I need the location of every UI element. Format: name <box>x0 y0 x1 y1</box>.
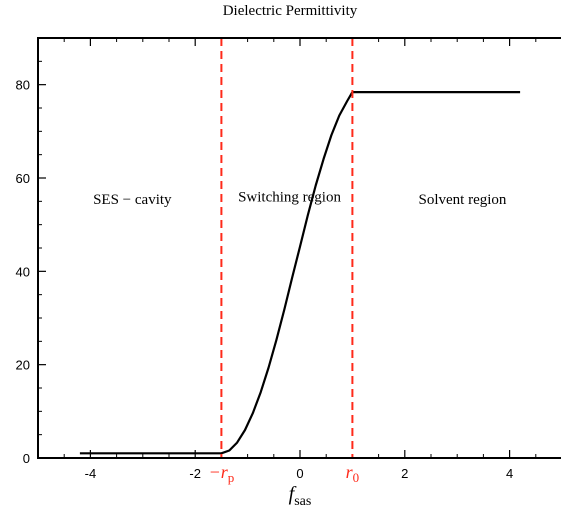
region-labels: SES − cavity Switching region Solvent regi… <box>93 190 507 208</box>
x-tick-label: 4 <box>506 466 513 481</box>
chart-title: Dielectric Permittivity <box>223 3 358 19</box>
x-tick-label: 0 <box>296 466 303 481</box>
series-line <box>79 91 521 455</box>
y-tick-label: 80 <box>16 78 30 93</box>
x-tick-label: -2 <box>189 466 201 481</box>
vline-label: r0 <box>346 462 360 485</box>
data-series <box>79 91 521 455</box>
region-label: Solvent region <box>418 192 506 208</box>
x-tick-label: -4 <box>85 466 97 481</box>
region-label: SES − cavity <box>93 192 172 208</box>
y-tick-label: 0 <box>23 451 30 466</box>
x-tick-label: 2 <box>401 466 408 481</box>
plot-frame <box>37 37 561 459</box>
vline-label: −rp <box>209 462 235 485</box>
y-tick-label: 20 <box>16 358 30 373</box>
y-tick-label: 60 <box>16 171 30 186</box>
region-label: Switching region <box>238 190 341 206</box>
y-tick-label: 40 <box>16 264 30 279</box>
reference-lines: −rp r0 <box>209 38 360 485</box>
x-axis-label: fsas <box>289 483 312 509</box>
x-axis-label-text: fsas <box>289 483 312 509</box>
